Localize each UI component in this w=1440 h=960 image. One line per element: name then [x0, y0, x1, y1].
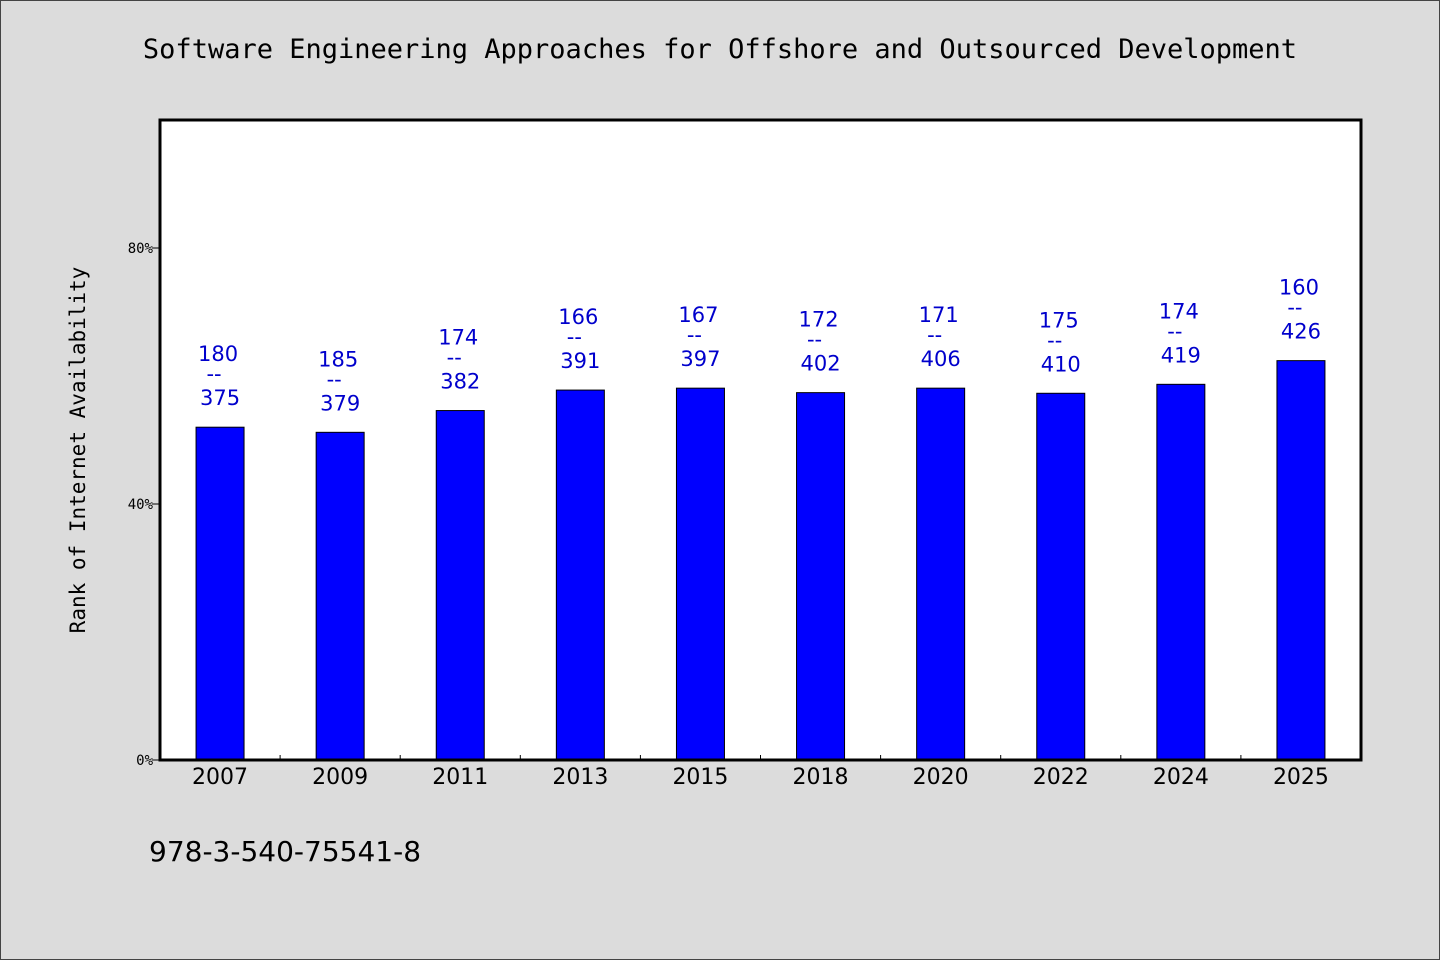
bar-label-bottom: 375	[200, 386, 240, 410]
bar	[195, 426, 245, 761]
x-tick-label: 2013	[552, 765, 608, 790]
x-tick-label: 2020	[913, 765, 969, 790]
bar-label-top: 174	[438, 326, 478, 350]
y-tick-label: 0%	[136, 753, 153, 769]
bar-label-separator: --	[687, 323, 702, 347]
x-tick-label: 2007	[192, 765, 248, 790]
bar-label-bottom: 391	[560, 349, 600, 373]
bar	[435, 410, 485, 761]
bar-label-top: 172	[799, 308, 839, 332]
bar	[916, 387, 966, 761]
bar-label-top: 167	[678, 303, 718, 327]
bar-label-separator: --	[567, 325, 582, 349]
x-tick-label: 2009	[312, 765, 368, 790]
isbn-footnote: 978-3-540-75541-8	[149, 835, 422, 868]
x-tick-label: 2015	[672, 765, 728, 790]
bar-label-top: 171	[919, 303, 959, 327]
bar-label-bottom: 402	[801, 352, 841, 376]
bar-label-bottom: 419	[1161, 343, 1201, 367]
y-tick-label: 40%	[128, 497, 154, 513]
bar-label-bottom: 406	[921, 347, 961, 371]
bar	[1156, 383, 1206, 761]
bar	[796, 392, 846, 761]
bar	[1276, 360, 1326, 761]
bar	[315, 431, 365, 761]
bar-label-bottom: 410	[1041, 352, 1081, 376]
bar-label-separator: --	[1047, 328, 1062, 352]
bar	[555, 389, 605, 761]
bar-label-separator: --	[447, 346, 462, 370]
bar-label-bottom: 397	[680, 347, 720, 371]
bar-label-separator: --	[807, 328, 822, 352]
bar-label-separator: --	[927, 323, 942, 347]
chart-title: Software Engineering Approaches for Offs…	[142, 34, 1298, 65]
x-tick-label: 2022	[1033, 765, 1089, 790]
bar	[675, 387, 725, 761]
x-tick-label: 2025	[1273, 765, 1329, 790]
bar-label-top: 175	[1039, 308, 1079, 332]
bar-label-top: 174	[1159, 299, 1199, 323]
x-tick-label: 2018	[793, 765, 849, 790]
bar-label-bottom: 382	[440, 370, 480, 394]
bar	[1036, 392, 1086, 761]
bar-label-top: 180	[198, 342, 238, 366]
bar-label-top: 185	[318, 347, 358, 371]
bar-label-separator: --	[1167, 319, 1182, 343]
x-tick-label: 2011	[432, 765, 488, 790]
bar-label-top: 160	[1279, 276, 1319, 300]
bar-label-separator: --	[206, 362, 221, 386]
bar-label-bottom: 379	[320, 391, 360, 415]
x-tick-label: 2024	[1153, 765, 1209, 790]
bar-label-separator: --	[327, 367, 342, 391]
bar-label-separator: --	[1287, 296, 1302, 320]
bar-label-bottom: 426	[1281, 320, 1321, 344]
y-tick-label: 80%	[128, 241, 154, 257]
bar-label-top: 166	[558, 305, 598, 329]
